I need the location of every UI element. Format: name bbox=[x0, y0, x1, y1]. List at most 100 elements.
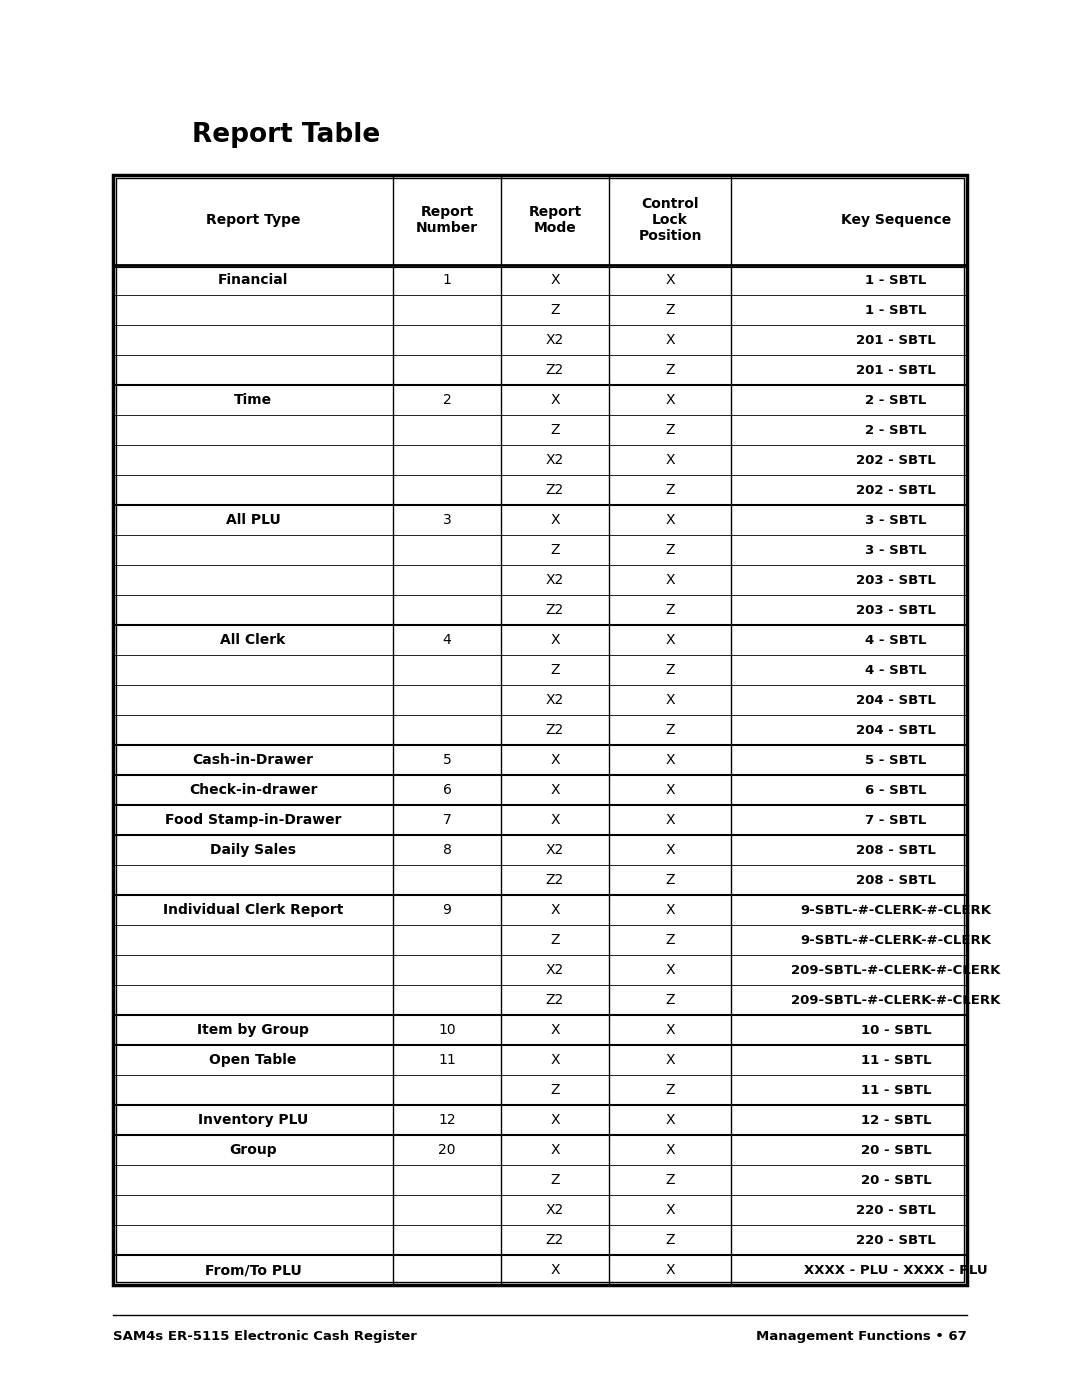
Text: 6: 6 bbox=[443, 782, 451, 798]
Text: 202 - SBTL: 202 - SBTL bbox=[856, 483, 936, 496]
Text: 220 - SBTL: 220 - SBTL bbox=[856, 1234, 936, 1246]
Text: 7 - SBTL: 7 - SBTL bbox=[865, 813, 927, 827]
Text: X: X bbox=[550, 633, 559, 647]
Text: 1 - SBTL: 1 - SBTL bbox=[865, 303, 927, 317]
Text: Z: Z bbox=[665, 423, 675, 437]
Text: Report Type: Report Type bbox=[206, 212, 300, 226]
Text: X: X bbox=[550, 1263, 559, 1277]
Text: 1: 1 bbox=[443, 272, 451, 286]
Text: Z: Z bbox=[665, 993, 675, 1007]
Text: 4 - SBTL: 4 - SBTL bbox=[865, 633, 927, 647]
Text: Z: Z bbox=[665, 664, 675, 678]
Text: Report
Number: Report Number bbox=[416, 205, 478, 235]
Text: All PLU: All PLU bbox=[226, 513, 281, 527]
Text: Daily Sales: Daily Sales bbox=[210, 842, 296, 856]
Text: X: X bbox=[665, 1053, 675, 1067]
Text: X: X bbox=[665, 453, 675, 467]
Text: X: X bbox=[550, 753, 559, 767]
Text: 209-SBTL-#-CLERK-#-CLERK: 209-SBTL-#-CLERK-#-CLERK bbox=[792, 993, 1001, 1006]
Text: X: X bbox=[665, 753, 675, 767]
Text: 20 - SBTL: 20 - SBTL bbox=[861, 1173, 931, 1186]
Text: X: X bbox=[665, 902, 675, 916]
Text: 202 - SBTL: 202 - SBTL bbox=[856, 454, 936, 467]
Text: Control
Lock
Position: Control Lock Position bbox=[638, 197, 702, 243]
Text: Key Sequence: Key Sequence bbox=[841, 212, 951, 226]
Text: 4 - SBTL: 4 - SBTL bbox=[865, 664, 927, 676]
Text: Management Functions • 67: Management Functions • 67 bbox=[756, 1330, 967, 1343]
Text: Report Table: Report Table bbox=[192, 122, 380, 148]
Text: 6 - SBTL: 6 - SBTL bbox=[865, 784, 927, 796]
Text: 11: 11 bbox=[438, 1053, 456, 1067]
Text: Z2: Z2 bbox=[545, 363, 564, 377]
Text: X: X bbox=[550, 513, 559, 527]
Text: Z: Z bbox=[665, 483, 675, 497]
Text: XXXX - PLU - XXXX - PLU: XXXX - PLU - XXXX - PLU bbox=[805, 1263, 988, 1277]
Text: X: X bbox=[665, 813, 675, 827]
Text: Z2: Z2 bbox=[545, 993, 564, 1007]
Text: 220 - SBTL: 220 - SBTL bbox=[856, 1203, 936, 1217]
Text: Financial: Financial bbox=[218, 272, 288, 286]
Text: X: X bbox=[550, 1053, 559, 1067]
Text: 20: 20 bbox=[438, 1143, 456, 1157]
Text: X: X bbox=[665, 1203, 675, 1217]
Text: 8: 8 bbox=[443, 842, 451, 856]
Text: Z: Z bbox=[665, 724, 675, 738]
Text: X2: X2 bbox=[545, 573, 564, 587]
Text: 3: 3 bbox=[443, 513, 451, 527]
Text: Z: Z bbox=[665, 873, 675, 887]
Text: 10 - SBTL: 10 - SBTL bbox=[861, 1024, 931, 1037]
Text: X: X bbox=[550, 902, 559, 916]
Text: Z: Z bbox=[665, 604, 675, 617]
Text: X2: X2 bbox=[545, 453, 564, 467]
Text: Z: Z bbox=[665, 543, 675, 557]
Text: X: X bbox=[665, 1143, 675, 1157]
Text: 204 - SBTL: 204 - SBTL bbox=[856, 693, 936, 707]
Text: 12 - SBTL: 12 - SBTL bbox=[861, 1113, 931, 1126]
Text: X: X bbox=[550, 1023, 559, 1037]
Text: Z2: Z2 bbox=[545, 873, 564, 887]
Text: Z: Z bbox=[550, 543, 559, 557]
Text: Food Stamp-in-Drawer: Food Stamp-in-Drawer bbox=[165, 813, 341, 827]
Text: 201 - SBTL: 201 - SBTL bbox=[856, 363, 936, 377]
Text: 208 - SBTL: 208 - SBTL bbox=[856, 873, 936, 887]
Text: X: X bbox=[665, 1113, 675, 1127]
Text: X: X bbox=[665, 633, 675, 647]
Text: X: X bbox=[550, 1143, 559, 1157]
Text: 203 - SBTL: 203 - SBTL bbox=[856, 604, 936, 616]
Text: X: X bbox=[665, 782, 675, 798]
Text: All Clerk: All Clerk bbox=[220, 633, 285, 647]
Text: X: X bbox=[665, 513, 675, 527]
Text: X2: X2 bbox=[545, 842, 564, 856]
Text: Time: Time bbox=[234, 393, 272, 407]
Text: Z: Z bbox=[550, 423, 559, 437]
Text: 203 - SBTL: 203 - SBTL bbox=[856, 574, 936, 587]
Text: 1 - SBTL: 1 - SBTL bbox=[865, 274, 927, 286]
Text: Z2: Z2 bbox=[545, 724, 564, 738]
Text: X: X bbox=[665, 693, 675, 707]
Text: X: X bbox=[550, 1113, 559, 1127]
Text: X: X bbox=[665, 272, 675, 286]
Text: X: X bbox=[665, 1263, 675, 1277]
Text: 4: 4 bbox=[443, 633, 451, 647]
Text: Z: Z bbox=[665, 363, 675, 377]
Text: X: X bbox=[665, 393, 675, 407]
Text: Z2: Z2 bbox=[545, 483, 564, 497]
Text: X2: X2 bbox=[545, 963, 564, 977]
Text: Z: Z bbox=[550, 1083, 559, 1097]
Text: Z: Z bbox=[665, 1173, 675, 1187]
Text: Z: Z bbox=[550, 664, 559, 678]
Text: 3 - SBTL: 3 - SBTL bbox=[865, 514, 927, 527]
Bar bbox=[113, 175, 967, 1285]
Text: X: X bbox=[665, 332, 675, 346]
Text: Z: Z bbox=[550, 303, 559, 317]
Text: Group: Group bbox=[229, 1143, 276, 1157]
Text: 9-SBTL-#-CLERK-#-CLERK: 9-SBTL-#-CLERK-#-CLERK bbox=[800, 933, 991, 947]
Text: Z: Z bbox=[550, 933, 559, 947]
Text: 3 - SBTL: 3 - SBTL bbox=[865, 543, 927, 556]
Text: SAM4s ER-5115 Electronic Cash Register: SAM4s ER-5115 Electronic Cash Register bbox=[113, 1330, 417, 1343]
Text: From/To PLU: From/To PLU bbox=[204, 1263, 301, 1277]
Text: 7: 7 bbox=[443, 813, 451, 827]
Text: 208 - SBTL: 208 - SBTL bbox=[856, 844, 936, 856]
Text: Z2: Z2 bbox=[545, 604, 564, 617]
Text: Individual Clerk Report: Individual Clerk Report bbox=[163, 902, 343, 916]
